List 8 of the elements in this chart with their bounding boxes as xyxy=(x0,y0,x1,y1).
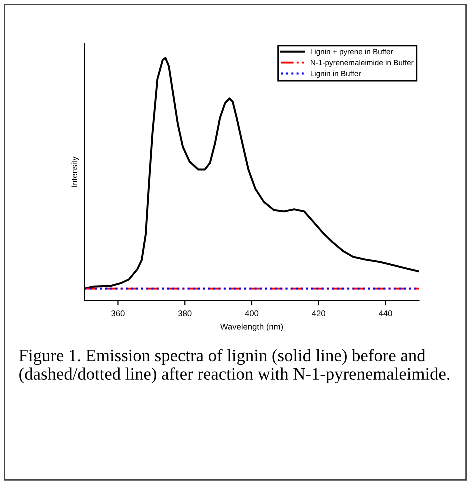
x-axis-title: Wavelength (nm) xyxy=(220,324,284,332)
caption: Figure 1. Emission spectra of lignin (solid line) before and (dashed/dotted line) after reaction with N-1-pyrenemaleimide. xyxy=(19,349,450,384)
x-tick-label: 360 xyxy=(112,310,125,317)
x-tick-label: 400 xyxy=(245,310,259,317)
x-tick-label: 380 xyxy=(178,310,192,317)
x-tick-label: 420 xyxy=(312,310,326,317)
x-tick-label: 440 xyxy=(378,310,392,317)
y-axis-title: Intensity xyxy=(71,156,80,187)
